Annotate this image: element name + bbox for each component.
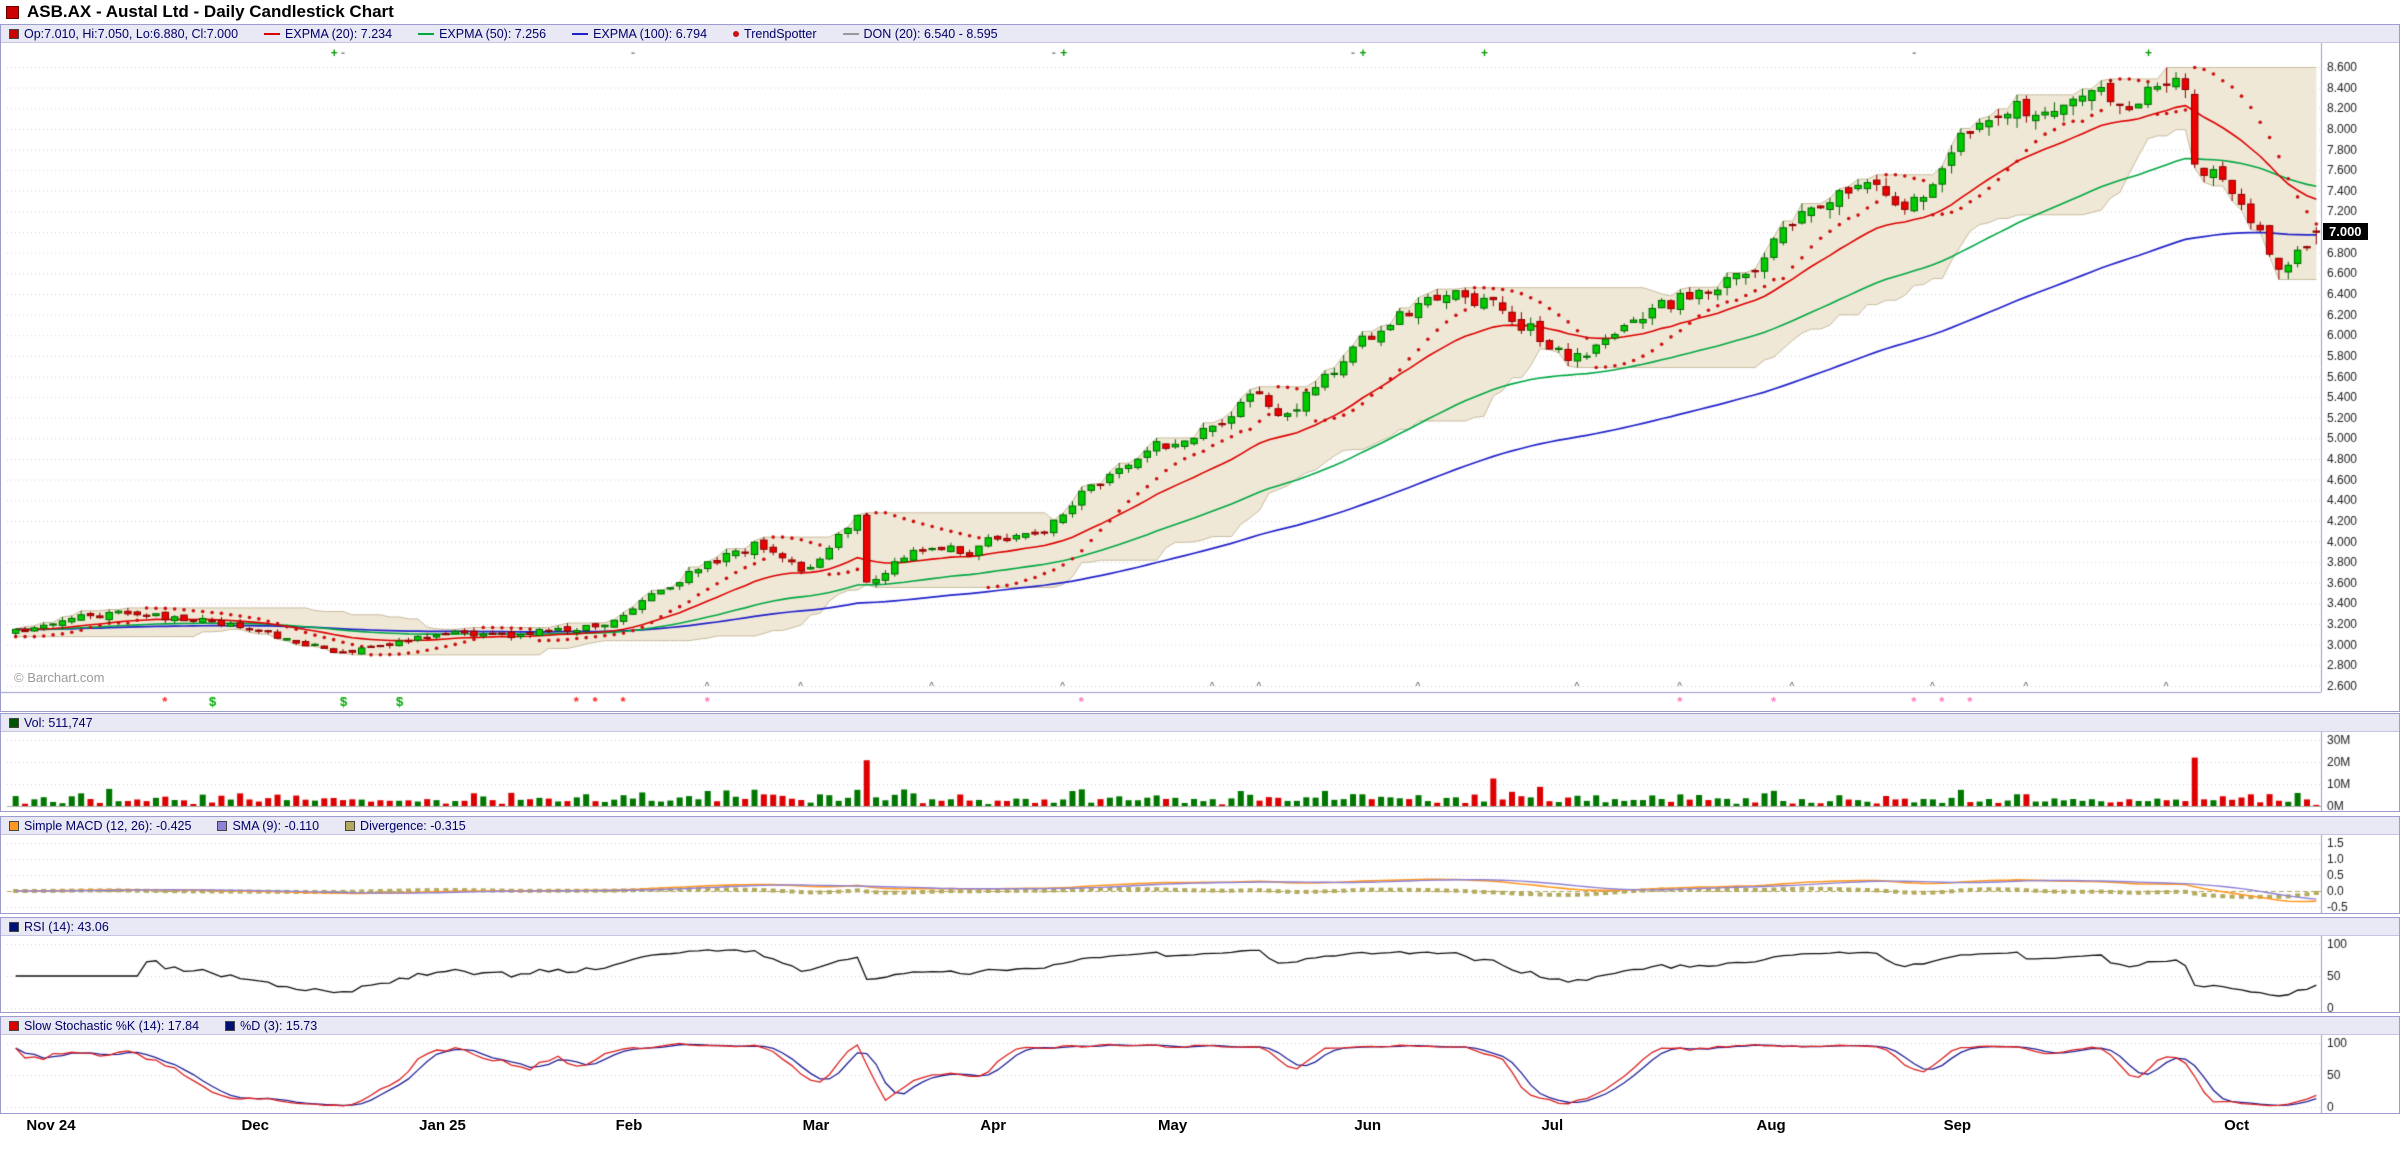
stoch-d-value: %D (3): 15.73	[240, 1018, 318, 1033]
expma100-legend-item: EXPMA (100): 6.794	[572, 27, 707, 41]
x-axis-month-label: Oct	[2224, 1117, 2250, 1134]
x-axis-month-label: Jan 25	[419, 1117, 466, 1134]
chart-icon	[6, 5, 19, 19]
price-chart-canvas	[1, 43, 2399, 711]
macd-legend-item: Simple MACD (12, 26): -0.425	[9, 819, 191, 833]
expma100-value: EXPMA (100): 6.794	[593, 26, 708, 41]
stoch-d-legend-item: %D (3): 15.73	[225, 1019, 317, 1033]
macd-divergence-legend-item: Divergence: -0.315	[345, 819, 466, 833]
trendspotter-legend-item: TrendSpotter	[733, 27, 817, 41]
rsi-chart-canvas	[1, 936, 2399, 1012]
expma20-line-swatch-icon	[264, 32, 281, 35]
x-axis-month-label: Jul	[1541, 1117, 1564, 1134]
x-axis-month-label: Mar	[802, 1117, 830, 1134]
stoch-d-swatch-icon	[225, 1020, 236, 1031]
stoch-k-value: Slow Stochastic %K (14): 17.84	[24, 1018, 200, 1033]
expma50-legend-item: EXPMA (50): 7.256	[418, 27, 546, 41]
x-axis-month-label: Nov 24	[26, 1117, 76, 1134]
donchian-line-swatch-icon	[842, 32, 859, 35]
rsi-panel-legend: RSI (14): 43.06	[1, 918, 2399, 936]
macd-divergence-swatch-icon	[345, 820, 356, 831]
x-axis-month-label: Dec	[241, 1117, 269, 1134]
expma100-line-swatch-icon	[572, 32, 589, 35]
macd-panel: Simple MACD (12, 26): -0.425 SMA (9): -0…	[0, 816, 2400, 914]
expma20-value: EXPMA (20): 7.234	[285, 26, 393, 41]
x-axis-month-label: Apr	[980, 1117, 1007, 1134]
x-axis-month-label: Feb	[615, 1117, 643, 1134]
x-axis-month-label: Jun	[1354, 1117, 1382, 1134]
macd-value: Simple MACD (12, 26): -0.425	[24, 818, 192, 833]
title-bar: ASB.AX - Austal Ltd - Daily Candlestick …	[0, 0, 2400, 24]
rsi-value: RSI (14): 43.06	[24, 919, 109, 934]
stochastic-panel: Slow Stochastic %K (14): 17.84 %D (3): 1…	[0, 1016, 2400, 1114]
macd-sma-legend-item: SMA (9): -0.110	[217, 819, 319, 833]
trendspotter-dot-swatch-icon	[733, 30, 740, 37]
price-panel-legend: Op:7.010, Hi:7.050, Lo:6.880, Cl:7.000 E…	[1, 25, 2399, 43]
expma50-value: EXPMA (50): 7.256	[439, 26, 547, 41]
price-panel: Op:7.010, Hi:7.050, Lo:6.880, Cl:7.000 E…	[0, 24, 2400, 712]
stochastic-panel-legend: Slow Stochastic %K (14): 17.84 %D (3): 1…	[1, 1017, 2399, 1035]
last-price-badge: 7.000	[2323, 223, 2368, 241]
volume-legend-item: Vol: 511,747	[9, 716, 93, 730]
trendspotter-label: TrendSpotter	[744, 26, 817, 41]
macd-chart-canvas	[1, 835, 2399, 913]
macd-sma-value: SMA (9): -0.110	[232, 818, 320, 833]
volume-panel: Vol: 511,747	[0, 713, 2400, 812]
x-axis-month-label: May	[1158, 1117, 1188, 1134]
macd-divergence-value: Divergence: -0.315	[360, 818, 466, 833]
stoch-k-swatch-icon	[9, 1020, 19, 1031]
donchian-range-value: DON (20): 6.540 - 8.595	[863, 26, 998, 41]
volume-chart-canvas	[1, 732, 2399, 811]
ohlc-legend-item: Op:7.010, Hi:7.050, Lo:6.880, Cl:7.000	[9, 27, 238, 41]
macd-panel-legend: Simple MACD (12, 26): -0.425 SMA (9): -0…	[1, 817, 2399, 835]
expma50-line-swatch-icon	[418, 32, 435, 35]
stoch-k-legend-item: Slow Stochastic %K (14): 17.84	[9, 1019, 199, 1033]
expma20-legend-item: EXPMA (20): 7.234	[264, 27, 392, 41]
volume-swatch-icon	[9, 717, 19, 728]
rsi-swatch-icon	[9, 921, 19, 932]
x-axis-month-label: Sep	[1943, 1117, 1972, 1134]
x-axis-month-label: Aug	[1756, 1117, 1786, 1134]
candlestick-swatch-icon	[9, 28, 19, 39]
macd-sma-swatch-icon	[217, 820, 228, 831]
stochastic-chart-canvas	[1, 1035, 2399, 1113]
rsi-panel: RSI (14): 43.06	[0, 917, 2400, 1013]
volume-panel-legend: Vol: 511,747	[1, 714, 2399, 732]
macd-swatch-icon	[9, 820, 19, 831]
volume-value: Vol: 511,747	[24, 715, 93, 730]
x-axis-month-labels: Nov 24 Dec Jan 25 Feb Mar Apr May Jun Jul Aug Sep O…	[0, 1114, 2400, 1144]
ohlc-values: Op:7.010, Hi:7.050, Lo:6.880, Cl:7.000	[24, 26, 239, 41]
page-title: ASB.AX - Austal Ltd - Daily Candlestick …	[27, 2, 394, 21]
barchart-watermark: © Barchart.com	[14, 670, 105, 685]
donchian-legend-item: DON (20): 6.540 - 8.595	[842, 26, 998, 41]
rsi-legend-item: RSI (14): 43.06	[9, 920, 109, 934]
